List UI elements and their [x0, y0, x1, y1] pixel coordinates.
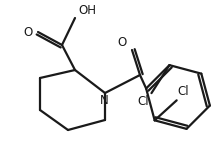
- Text: OH: OH: [78, 4, 96, 17]
- Text: Cl: Cl: [138, 95, 149, 108]
- Text: Cl: Cl: [178, 85, 189, 98]
- Text: O: O: [24, 25, 33, 38]
- Text: N: N: [100, 94, 108, 107]
- Text: O: O: [118, 36, 127, 49]
